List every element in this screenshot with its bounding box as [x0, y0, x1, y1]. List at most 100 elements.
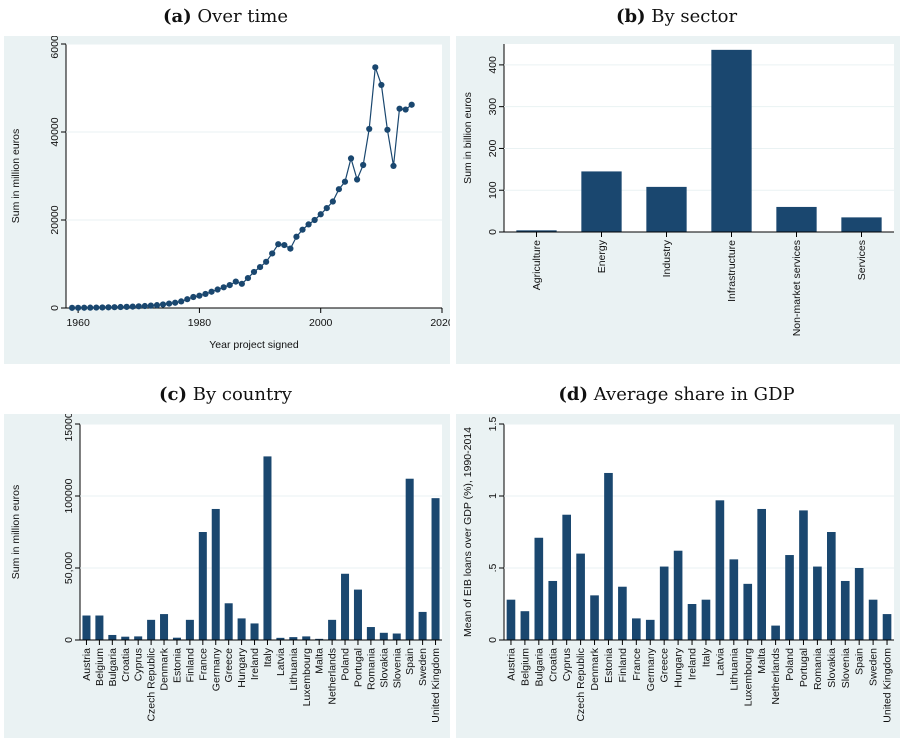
bar [868, 599, 878, 640]
x-tick-label: France [197, 648, 209, 681]
data-point [214, 286, 221, 293]
bar [618, 586, 627, 640]
x-tick-label: Ireland [687, 648, 699, 680]
data-point [372, 64, 379, 71]
bar [108, 634, 117, 640]
data-point [159, 301, 167, 308]
data-point [232, 278, 239, 285]
x-tick-label: Estonia [603, 648, 615, 683]
bar [353, 589, 362, 640]
bar [645, 619, 655, 640]
data-point [81, 304, 88, 311]
bar [516, 230, 557, 232]
x-tick-label: Austria [81, 648, 93, 681]
x-tick-label: Denmark [589, 647, 601, 690]
x-tick-label: Bulgaria [533, 648, 545, 687]
x-tick-label: Slovakia [378, 648, 390, 688]
x-tick-label: Greece [223, 648, 235, 683]
x-tick-label: Energy [596, 239, 608, 273]
x-tick-label: Denmark [159, 647, 171, 690]
x-axis-label: Year project signed [209, 339, 299, 351]
x-tick-label: Italy [700, 647, 712, 667]
data-point [68, 304, 76, 311]
x-tick-label: Slovenia [391, 648, 403, 688]
data-point [323, 205, 330, 212]
x-tick-label: Malta [756, 648, 768, 674]
data-point [256, 263, 264, 271]
y-tick-label: 100000 [63, 478, 75, 513]
data-point [396, 105, 403, 112]
data-point [190, 293, 197, 301]
x-tick-label: Poland [784, 648, 796, 681]
data-point [384, 126, 391, 133]
y-tick-label: 60000 [49, 36, 61, 59]
y-tick-label: 20000 [49, 205, 61, 234]
data-point [299, 226, 306, 233]
data-point [226, 282, 233, 289]
x-tick-label: Ireland [249, 648, 261, 680]
bar [729, 559, 739, 640]
x-tick-label: Finland [617, 648, 629, 683]
bar [827, 532, 836, 640]
data-point [275, 241, 282, 248]
bar [841, 217, 882, 232]
data-point [408, 101, 415, 108]
data-point [135, 303, 142, 310]
x-tick-label: Portugal [352, 648, 364, 687]
data-point [390, 162, 397, 169]
y-tick-label: 0 [487, 229, 499, 235]
data-point [165, 300, 173, 307]
data-point [329, 198, 336, 205]
y-tick-label: 0 [63, 637, 75, 643]
data-point [366, 125, 373, 133]
x-tick-label: Germany [210, 647, 222, 691]
x-tick-label: Latvia [714, 648, 726, 676]
chart-by-country: 0 50,000 100000 150000 Sum in million euros A… [4, 414, 450, 738]
data-point [147, 302, 155, 309]
y-tick-label: 1 [487, 493, 499, 499]
x-tick-label: Czech Republic [575, 648, 587, 722]
bar [659, 566, 669, 640]
x-tick-label: Romania [365, 648, 377, 690]
bar [237, 618, 246, 640]
chart-gdp-share: 0 .5 1 1.5 Mean of EIB loans over GDP (%), 1… [456, 414, 900, 738]
x-tick-label: Luxembourg [742, 648, 754, 707]
x-tick-label: Bulgaria [107, 648, 119, 687]
x-tick-label: Portugal [798, 648, 810, 687]
bar [882, 614, 892, 640]
bar [366, 627, 375, 640]
x-tick-label: Hungary [673, 647, 685, 687]
data-point [99, 304, 106, 311]
data-point [269, 250, 276, 257]
bar [185, 619, 194, 640]
x-tick-label: Industry [661, 239, 673, 277]
bar [172, 637, 181, 640]
x-tick-label: Estonia [171, 648, 183, 683]
bar [405, 478, 414, 640]
bar [95, 615, 104, 640]
data-point [293, 233, 300, 240]
x-tick-label: Czech Republic [146, 648, 158, 722]
x-tick-label: 2000 [309, 317, 333, 329]
x-tick-label: United Kingdom [430, 648, 442, 723]
bar [134, 636, 143, 640]
bar [646, 186, 687, 232]
y-tick-label: 0 [49, 305, 61, 311]
y-axis-label: Mean of EIB loans over GDP (%), 1990-201… [462, 427, 474, 637]
x-tick-label: Luxembourg [301, 648, 313, 707]
data-point [111, 304, 118, 311]
data-point [244, 274, 252, 282]
bar [590, 595, 599, 640]
bar [711, 49, 752, 232]
data-point [129, 303, 136, 310]
data-point [238, 280, 245, 287]
bar [687, 604, 697, 640]
y-tick-label: 0 [487, 637, 499, 643]
panel-a-title: (a) Over time [162, 6, 289, 27]
bar [160, 614, 169, 640]
bar [506, 599, 516, 640]
bar [224, 603, 233, 640]
bar [799, 510, 808, 640]
bar [341, 573, 350, 640]
x-tick-label: Slovakia [826, 648, 838, 688]
